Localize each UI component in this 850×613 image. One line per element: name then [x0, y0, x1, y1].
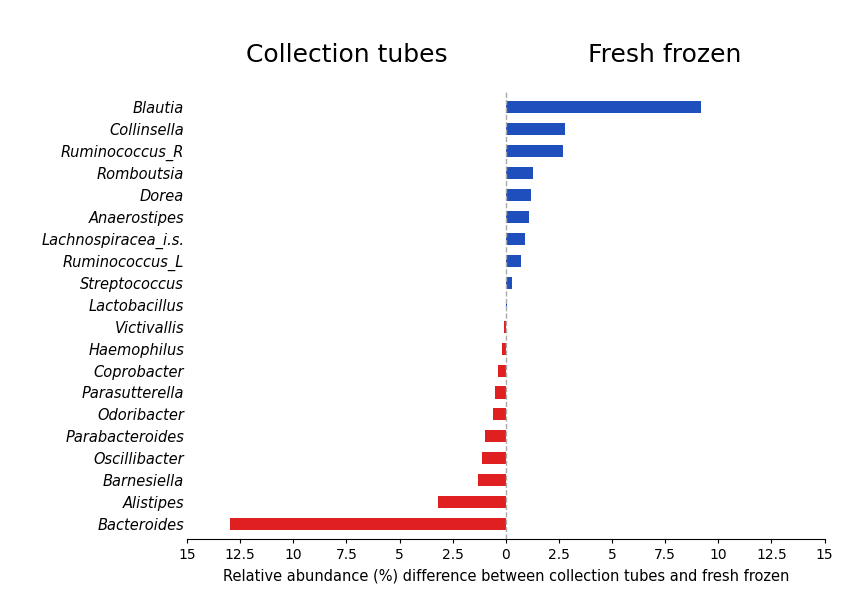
Bar: [230, 518, 506, 530]
Bar: [506, 189, 531, 201]
Bar: [506, 233, 524, 245]
Bar: [493, 408, 506, 421]
Bar: [484, 430, 506, 443]
Bar: [502, 343, 506, 355]
Bar: [506, 211, 529, 223]
Bar: [478, 474, 506, 486]
Bar: [438, 496, 506, 508]
Bar: [506, 255, 520, 267]
Bar: [506, 276, 512, 289]
Bar: [504, 321, 506, 333]
Bar: [506, 299, 507, 311]
Bar: [495, 386, 506, 398]
Bar: [506, 145, 563, 157]
Bar: [498, 365, 506, 376]
Text: Collection tubes: Collection tubes: [246, 44, 447, 67]
X-axis label: Relative abundance (%) difference between collection tubes and fresh frozen: Relative abundance (%) difference betwee…: [223, 568, 789, 583]
Bar: [483, 452, 506, 464]
Bar: [506, 167, 534, 179]
Bar: [506, 101, 701, 113]
Text: Fresh frozen: Fresh frozen: [588, 44, 742, 67]
Bar: [506, 123, 565, 135]
